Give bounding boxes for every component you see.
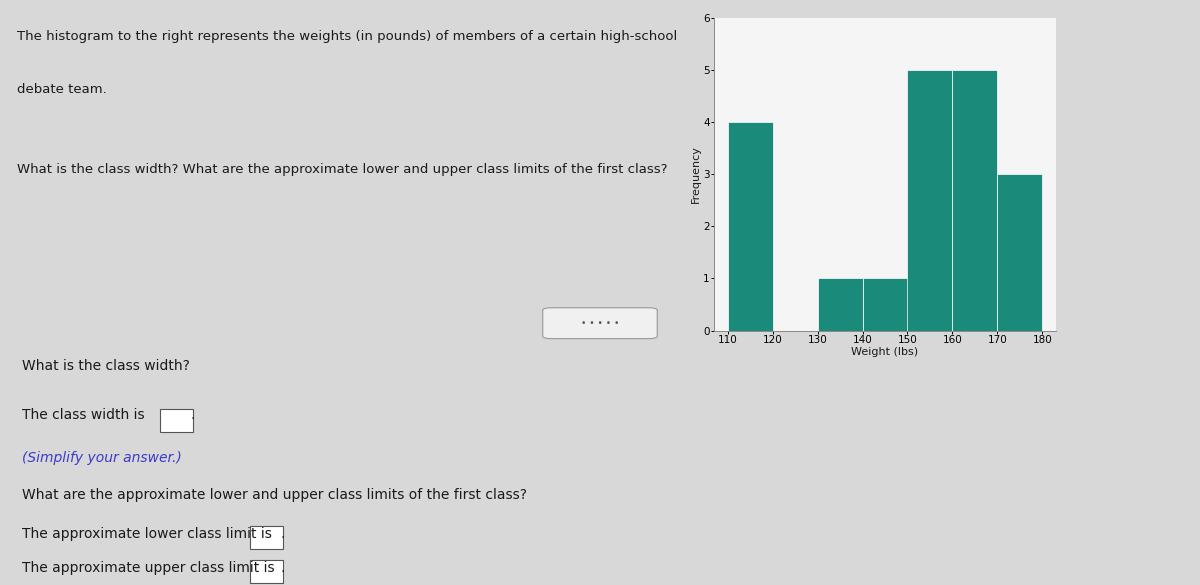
Bar <box>817 278 863 331</box>
Text: The approximate lower class limit is: The approximate lower class limit is <box>22 526 276 541</box>
Text: What is the class width? What are the approximate lower and upper class limits o: What is the class width? What are the ap… <box>17 163 667 176</box>
Bar <box>907 70 953 331</box>
Bar <box>997 174 1043 331</box>
Bar <box>863 278 907 331</box>
Text: (Simplify your answer.): (Simplify your answer.) <box>22 452 181 466</box>
Text: • • • • •: • • • • • <box>581 319 619 328</box>
FancyBboxPatch shape <box>160 409 193 432</box>
Text: The histogram to the right represents the weights (in pounds) of members of a ce: The histogram to the right represents th… <box>17 30 677 43</box>
Text: What are the approximate lower and upper class limits of the first class?: What are the approximate lower and upper… <box>22 488 527 502</box>
Text: debate team.: debate team. <box>17 83 107 96</box>
Text: What is the class width?: What is the class width? <box>22 359 190 373</box>
Text: .: . <box>191 408 196 422</box>
FancyBboxPatch shape <box>250 559 283 583</box>
Text: The approximate upper class limit is: The approximate upper class limit is <box>22 560 278 574</box>
Y-axis label: Frequency: Frequency <box>690 145 701 203</box>
Text: .: . <box>281 526 286 541</box>
Text: .: . <box>281 560 286 574</box>
Bar <box>727 122 773 331</box>
Text: The class width is: The class width is <box>22 408 149 422</box>
X-axis label: Weight (lbs): Weight (lbs) <box>852 347 918 357</box>
FancyBboxPatch shape <box>250 525 283 549</box>
FancyBboxPatch shape <box>542 308 658 339</box>
Bar <box>953 70 997 331</box>
